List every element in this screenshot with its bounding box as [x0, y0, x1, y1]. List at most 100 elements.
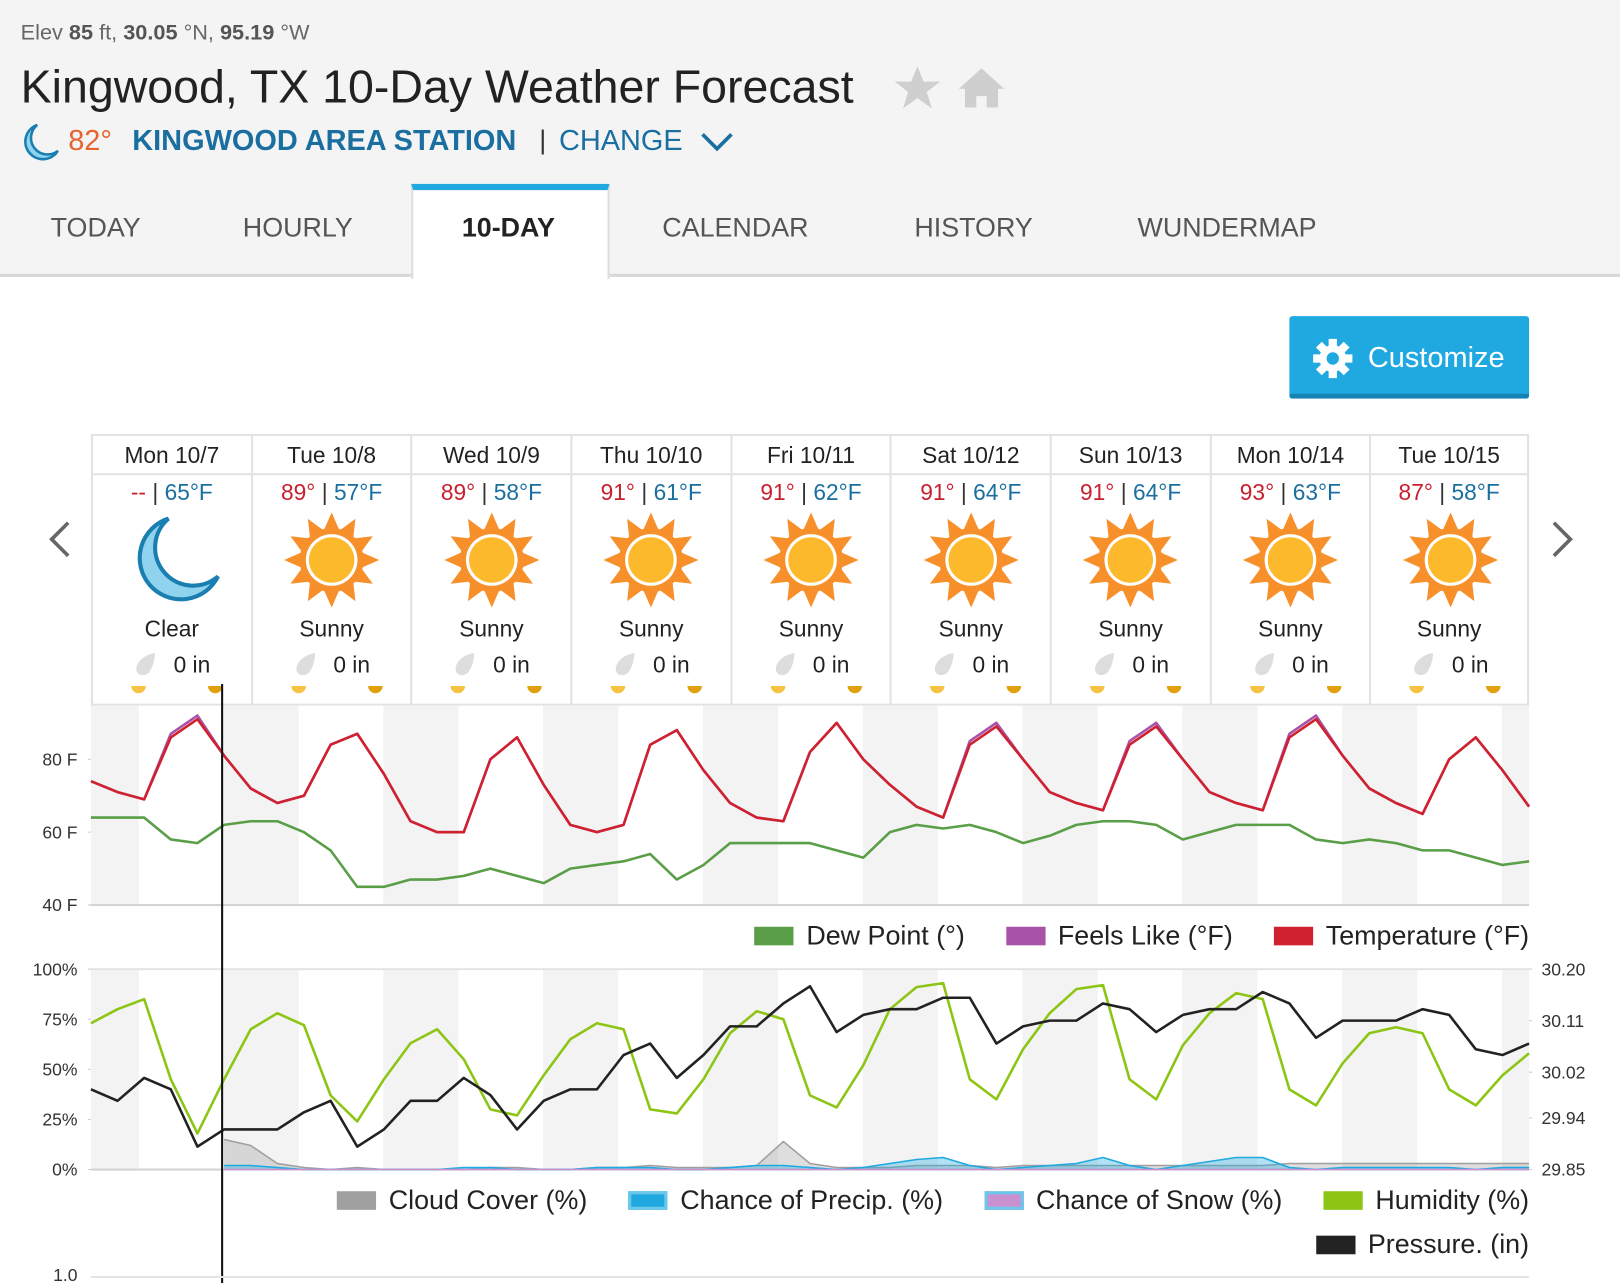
series-line — [90, 816, 1530, 889]
day-date: Sun 10/13 — [1078, 442, 1183, 469]
area-fill — [224, 1157, 1530, 1170]
legend-swatch — [1316, 1235, 1356, 1254]
tab[interactable]: HISTORY — [914, 211, 1033, 243]
tab[interactable]: CALENDAR — [662, 211, 809, 243]
precip: 0 in — [173, 651, 211, 678]
y-tick-label: 80 F — [42, 749, 77, 769]
legend-item[interactable]: Feels Like (°F) — [1006, 920, 1233, 952]
legend-item[interactable]: Humidity (%) — [1323, 1184, 1529, 1216]
next-chart-tick: 1.0 — [53, 1265, 78, 1283]
day-date: Sat 10/12 — [922, 442, 1020, 469]
legend-swatch — [628, 1190, 668, 1210]
day-card: Wed 10/9 89° | 58°F Sunny 0 in — [410, 435, 571, 705]
station-name[interactable]: KINGWOOD AREA STATION — [132, 123, 517, 157]
plot-bg — [90, 704, 1530, 906]
day-card: Sun 10/13 91° | 64°F Sunny 0 in — [1049, 435, 1210, 705]
day-cards: Mon 10/7 -- | 65°F Clear 0 in Tue 10/8 89° | … — [90, 433, 1530, 705]
legend-swatch — [337, 1190, 377, 1210]
legend-item[interactable]: Dew Point (°) — [754, 920, 965, 952]
day-date: Mon 10/7 — [124, 442, 220, 469]
hi-lo: 91° | 61°F — [572, 479, 730, 506]
day-card: Mon 10/14 93° | 63°F Sunny 0 in — [1209, 435, 1370, 705]
hi-lo: 89° | 58°F — [413, 479, 571, 506]
lon: 95.19 — [219, 20, 275, 45]
condition: Sunny — [938, 615, 1004, 642]
legend-label: Cloud Cover (%) — [388, 1184, 588, 1215]
day-card: Sat 10/12 91° | 64°F Sunny 0 in — [889, 435, 1050, 705]
change-link[interactable]: CHANGE — [558, 123, 683, 157]
condition: Sunny — [1258, 615, 1323, 642]
chevron[interactable] — [698, 128, 735, 155]
current-temp: 82° — [68, 123, 112, 157]
divider — [412, 473, 571, 476]
separator: | — [641, 479, 648, 506]
drop-icon — [935, 652, 954, 676]
hi-lo: 93° | 63°F — [1212, 479, 1370, 506]
precip: 0 in — [333, 651, 371, 678]
lat: 30.05 — [123, 20, 178, 45]
day-card: Fri 10/11 91° | 62°F Sunny 0 in — [730, 435, 890, 705]
high-temp: 89° — [440, 479, 476, 506]
separator: | — [152, 479, 159, 506]
sun-times — [610, 686, 702, 694]
moon-icon — [24, 123, 59, 161]
night-band — [702, 704, 779, 906]
legend-label: Feels Like (°F) — [1057, 919, 1233, 951]
high-temp: 91° — [920, 479, 955, 506]
legend-item[interactable]: Cloud Cover (%) — [337, 1184, 587, 1216]
legend-swatch — [1006, 926, 1046, 945]
y-tick-label: 50% — [42, 1060, 77, 1080]
y-tick-label: 25% — [42, 1110, 77, 1130]
separator: | — [539, 123, 547, 155]
sun-icon — [284, 512, 380, 608]
prev-arrow[interactable] — [41, 517, 78, 565]
low-temp: 64°F — [1132, 479, 1182, 506]
divider — [252, 473, 411, 476]
low-temp: 57°F — [333, 479, 383, 506]
day-date: Fri 10/11 — [767, 442, 856, 469]
precip: 0 in — [1132, 651, 1170, 678]
separator: | — [801, 479, 808, 506]
condition: Sunny — [1416, 615, 1482, 642]
separator: | — [1120, 479, 1127, 506]
day-card: Tue 10/8 89° | 57°F Sunny 0 in — [250, 435, 411, 705]
divider — [1211, 473, 1370, 476]
y-tick-label: 40 F — [42, 895, 77, 915]
tab[interactable]: 10-DAY — [461, 211, 555, 243]
night-band — [90, 969, 139, 1170]
hi-lo: 91° | 62°F — [732, 479, 890, 506]
customize-button[interactable]: Customize — [1289, 316, 1530, 399]
legend-label: Chance of Precip. (%) — [680, 1184, 944, 1215]
divider — [1371, 473, 1527, 476]
divider — [891, 473, 1050, 476]
hi-lo: 91° | 64°F — [892, 479, 1050, 506]
legend-item[interactable]: Chance of Snow (%) — [984, 1184, 1282, 1216]
home-icon[interactable] — [958, 68, 1005, 108]
legend-item[interactable]: Temperature (°F) — [1274, 920, 1529, 952]
tab[interactable]: HOURLY — [242, 211, 353, 243]
drop-icon — [615, 652, 635, 676]
divider — [1051, 473, 1210, 476]
drop-icon — [1254, 652, 1274, 676]
low-temp: 65°F — [164, 479, 213, 506]
tab[interactable]: TODAY — [50, 211, 141, 243]
legend-item[interactable]: Chance of Precip. (%) — [628, 1184, 944, 1216]
star-icon[interactable] — [894, 66, 941, 109]
next-arrow[interactable] — [1544, 517, 1581, 565]
condition: Sunny — [618, 615, 684, 642]
day-date: Tue 10/15 — [1398, 442, 1500, 469]
precip: 0 in — [972, 651, 1010, 678]
night-band — [543, 704, 619, 906]
condition: Sunny — [1098, 615, 1163, 642]
night-band — [383, 704, 459, 906]
legend: Dew Point (°) Feels Like (°F) Temperature … — [599, 920, 1529, 952]
day-card: Thu 10/10 91° | 61°F Sunny 0 in — [570, 435, 731, 705]
y-tick-label: 75% — [42, 1009, 77, 1029]
condition: Clear — [144, 615, 199, 642]
tab[interactable]: WUNDERMAP — [1137, 211, 1317, 243]
separator: | — [321, 479, 328, 506]
legend-item[interactable]: Pressure. (in) — [1316, 1228, 1529, 1260]
drop-icon — [1414, 652, 1434, 676]
y2-tick-label: 30.20 — [1541, 959, 1585, 979]
legend-label: Chance of Snow (%) — [1036, 1184, 1283, 1215]
